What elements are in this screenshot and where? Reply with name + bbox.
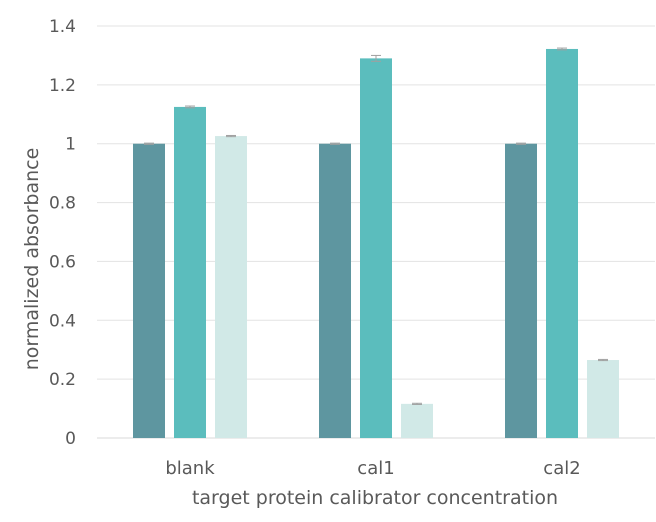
bar-cal1-series3 [401, 403, 433, 438]
y-axis-label: normalized absorbance [21, 148, 43, 371]
y-tick-labels: 0 0.2 0.4 0.6 0.8 1 1.2 1.4 [49, 17, 76, 449]
x-tick-labels: blank cal1 cal2 [165, 458, 580, 479]
x-axis-label: target protein calibrator concentration [192, 487, 558, 509]
bar-cal1-series2 [360, 58, 392, 438]
y-tick-label: 0.8 [49, 194, 76, 214]
bar-blank-series3 [215, 136, 247, 438]
y-tick-label: 1.4 [49, 17, 76, 37]
bars [133, 47, 619, 438]
bar-cal1-series1 [319, 143, 351, 438]
y-tick-label: 0 [65, 429, 76, 449]
bar-blank-series1 [133, 143, 165, 438]
y-tick-label: 0.6 [49, 252, 76, 272]
bar-blank-series2 [174, 106, 206, 438]
category-label: cal1 [357, 458, 394, 479]
bar-cal2-series3 [587, 360, 619, 438]
bar-cal2-series2 [546, 48, 578, 438]
y-tick-label: 1.2 [49, 76, 76, 96]
category-label: cal2 [543, 458, 580, 479]
bar-cal2-series1 [505, 143, 537, 438]
category-label: blank [165, 458, 215, 479]
y-tick-label: 0.4 [49, 311, 76, 331]
y-tick-label: 1 [65, 135, 76, 155]
y-tick-label: 0.2 [49, 370, 76, 390]
